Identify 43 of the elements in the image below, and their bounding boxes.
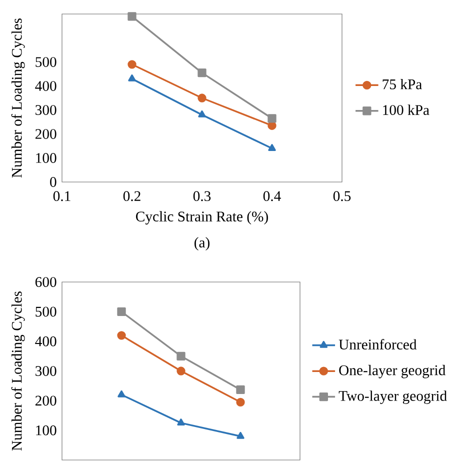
legend-label: 100 kPa [383,104,430,115]
point [236,398,245,406]
y-tick-label: 200 [35,396,56,406]
y-tick-label: 400 [35,81,56,91]
point [176,366,186,376]
y-tick-label: 300 [36,105,56,115]
point [236,385,245,394]
y-tick-label: 500 [36,57,56,67]
y-tick-label: 600 [35,277,56,287]
point [176,352,186,361]
point [117,331,126,340]
y-tick-label: 100 [36,153,56,163]
point [117,307,126,316]
text: (a) [194,237,210,250]
y-tick-label: 400 [35,336,56,346]
point [236,432,244,439]
point [128,74,136,82]
legend-label: 75 kPa [382,78,422,90]
x-tick-label: 0.4 [263,191,281,202]
x-tick-label: 0.1 [53,191,70,202]
legend-label: Unreinforced [338,339,417,350]
x-axis-title: Cyclic Strain Rate (%) [136,211,268,224]
point [128,12,136,21]
x-tick-label: 0.3 [193,191,211,202]
point [198,94,206,102]
x-tick-label: 0.2 [123,191,140,202]
point [177,418,185,426]
x-tick-label: 0.5 [333,191,351,202]
y-tick-label: 100 [36,425,56,436]
y-axis-title: Number of Loading Cycles [11,18,25,178]
point [268,144,276,152]
y-tick-label: 300 [36,366,56,376]
y-tick-label: 200 [35,129,56,139]
point [198,110,206,118]
point [118,390,126,398]
y-axis-title: Number of Loading Cycles [11,292,25,451]
point [128,60,136,69]
point [198,68,206,78]
legend-label: Two-layer geogrid [338,390,447,404]
legend-label: One-layer geogrid [339,364,446,378]
point [268,114,276,123]
y-tick-label: 0 [50,177,56,187]
y-tick-label: 500 [36,306,56,317]
